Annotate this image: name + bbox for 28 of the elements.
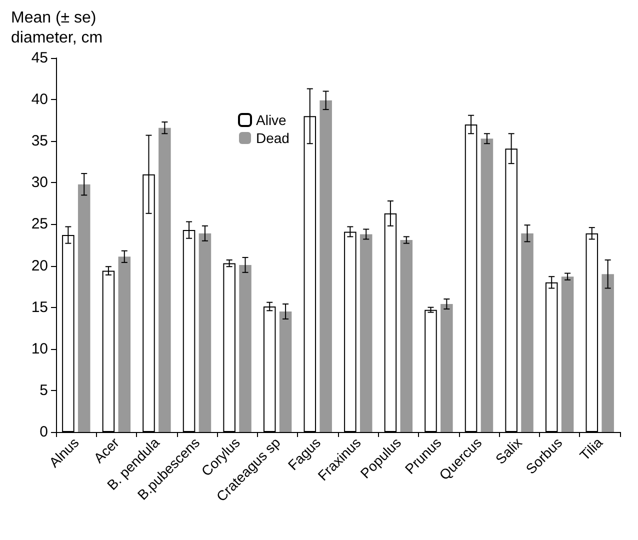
y-axis-title: Mean (± se) diameter, cm	[11, 10, 103, 46]
legend-label: Alive	[256, 112, 287, 128]
bar	[480, 138, 494, 432]
bar	[198, 233, 212, 432]
y-tick-label: 30	[31, 174, 48, 192]
bar	[400, 240, 413, 432]
y-tick-label: 35	[31, 132, 48, 150]
bar	[279, 311, 292, 432]
bar	[602, 274, 614, 432]
x-tick-label: Tilia	[576, 434, 606, 464]
y-tick-label: 0	[40, 424, 48, 440]
bar	[440, 304, 453, 432]
bar	[320, 100, 332, 432]
y-tick-label: 20	[31, 257, 48, 274]
bar	[158, 128, 171, 432]
bar	[561, 276, 574, 432]
bar	[118, 256, 131, 432]
bar	[360, 234, 372, 432]
y-tick-label: 40	[31, 91, 48, 108]
y-tick-label: 10	[31, 340, 48, 358]
legend-label: Dead	[256, 130, 290, 146]
y-tick-label: 25	[31, 216, 48, 233]
y-tick-label: 45	[31, 50, 48, 66]
y-tick-label: 5	[40, 382, 48, 399]
bar	[78, 184, 90, 432]
y-tick-label: 15	[31, 298, 48, 316]
bar	[521, 233, 534, 432]
bar	[239, 264, 252, 432]
